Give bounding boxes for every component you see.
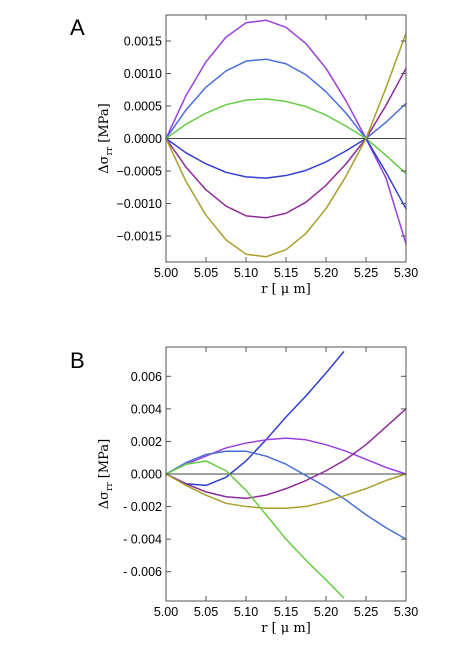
y-axis-title: Δσrr [MPa]: [97, 439, 115, 509]
y-tick-label: 0.006: [131, 370, 162, 384]
series-line-6: [165, 460, 345, 599]
series-line-2: [165, 437, 407, 475]
x-tick-label: 5.30: [394, 266, 418, 280]
chart-panel-1: A 5.00 5.05 5.10 5.15 5.20 5.25 5.30 0.0015 0.001…: [70, 14, 418, 297]
x-tick-label: 5.30: [394, 605, 418, 619]
x-tick-label: 5.20: [314, 266, 338, 280]
x-tick-label: 5.10: [234, 266, 258, 280]
y-tick-label: - 0.004: [123, 533, 162, 547]
x-axis-title: r [ μ m]: [261, 282, 311, 297]
x-tick-label: 5.00: [154, 605, 178, 619]
x-tick-label: 5.20: [314, 605, 338, 619]
series-line-6: [165, 32, 407, 258]
y-tick-label: - 0.002: [123, 500, 162, 514]
y-tick-label: 0.002: [131, 435, 162, 449]
x-tick-label: 5.25: [354, 605, 378, 619]
x-tick-label: 5.05: [194, 605, 218, 619]
panel-label: A: [70, 15, 85, 40]
x-tick-label: 5.25: [354, 266, 378, 280]
y-tick-label: - 0.006: [123, 565, 162, 579]
x-axis-title: r [ μ m]: [261, 621, 311, 636]
y-tick-label: 0.0010: [124, 67, 162, 81]
x-tick-label: 5.15: [274, 266, 298, 280]
y-tick-label: −0.0005: [116, 165, 162, 179]
x-tick-label: 5.10: [234, 605, 258, 619]
panel-label: B: [70, 348, 85, 373]
series-line-4: [165, 137, 407, 210]
series-line-5: [165, 473, 407, 509]
y-tick-label: 0.0005: [124, 100, 162, 114]
x-tick-label: 5.15: [274, 605, 298, 619]
x-tick-label: 5.05: [194, 266, 218, 280]
y-axis-title: Δσrr [MPa]: [97, 103, 115, 173]
y-tick-label: 0.004: [131, 402, 162, 416]
y-tick-label: −0.0015: [116, 230, 162, 244]
x-tick-label: 5.00: [154, 266, 178, 280]
y-tick-label: 0.000: [131, 468, 162, 482]
y-tick-label: −0.0010: [116, 197, 162, 211]
y-tick-label: 0.0015: [124, 35, 162, 49]
series-line-1: [165, 351, 345, 487]
y-tick-label: 0.0000: [124, 132, 162, 146]
series-line-4: [165, 408, 407, 500]
series-line-3: [165, 450, 407, 540]
chart-panel-2: B 5.00 5.05 5.10 5.15 5.20 5.25 5.30 0.006 0.004 0…: [70, 346, 418, 636]
